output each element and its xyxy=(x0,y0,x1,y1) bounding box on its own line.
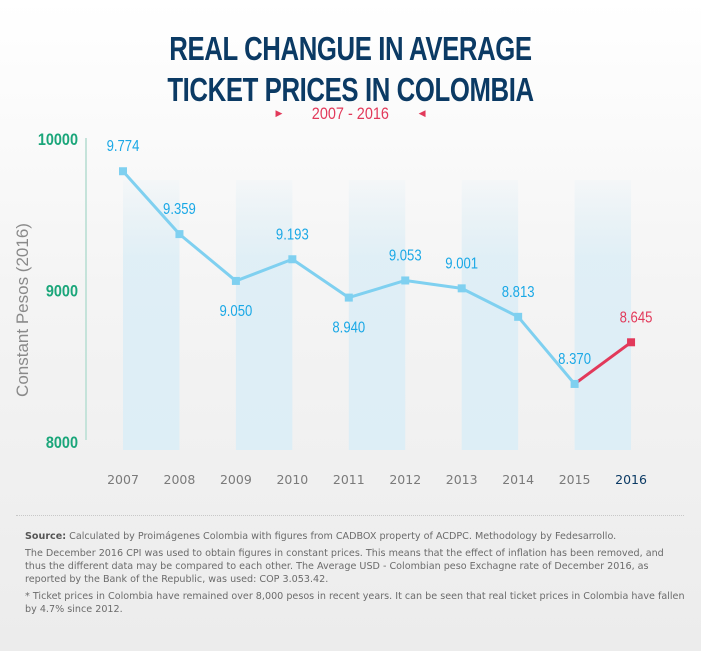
x-tick-labels: 2007 2008 2009 2010 2011 2012 2013 2014 2015 2016 xyxy=(107,472,647,487)
data-point xyxy=(344,293,353,302)
y-tick-label: 10000 xyxy=(38,131,78,149)
footer-divider xyxy=(16,515,684,516)
data-labels: 9.774 9.359 9.050 9.193 8.940 9.053 9.001 8.813… xyxy=(107,138,653,368)
background-band xyxy=(123,180,180,450)
source-text: Calculated by Proimágenes Colombia with … xyxy=(66,531,617,542)
x-tick-label: 2010 xyxy=(276,472,308,487)
subtitle-years: 2007 - 2016 xyxy=(311,104,390,123)
background-bands xyxy=(123,180,632,450)
x-tick-label: 2007 xyxy=(107,472,139,487)
data-label: 9.053 xyxy=(389,247,422,264)
chart-title-line-2: TICKET PRICES IN COLOMBIA xyxy=(167,71,534,108)
data-label: 9.050 xyxy=(219,303,252,320)
data-label: 9.359 xyxy=(163,201,196,218)
summary-note: * Ticket prices in Colombia have remaine… xyxy=(25,591,685,615)
background-band xyxy=(348,180,406,450)
data-label: 8.813 xyxy=(502,284,535,301)
x-tick-label: 2013 xyxy=(446,472,478,487)
data-point xyxy=(401,276,410,285)
y-axis-title: Constant Pesos (2016) xyxy=(13,223,32,397)
data-point xyxy=(175,230,184,239)
chart-title: REAL CHANGUE IN AVERAGE TICKET PRICES IN… xyxy=(77,28,624,110)
data-point xyxy=(570,379,579,388)
x-tick-label: 2014 xyxy=(502,472,534,487)
x-tick-label: 2016 xyxy=(615,472,647,487)
data-points xyxy=(119,167,636,388)
data-point xyxy=(288,255,297,264)
data-point xyxy=(231,276,240,285)
y-tick-labels: 8000 9000 10000 xyxy=(38,131,78,452)
right-pointing-triangle-icon: ▶ xyxy=(275,108,283,118)
y-tick-label: 8000 xyxy=(46,434,78,452)
x-tick-label: 2015 xyxy=(559,472,591,487)
chart-subtitle: ▶ 2007 - 2016 ◀ xyxy=(0,104,701,124)
data-point xyxy=(627,338,636,347)
data-label: 8.370 xyxy=(558,351,591,368)
data-label: 9.001 xyxy=(445,255,478,272)
background-band xyxy=(574,180,632,450)
data-label: 8.940 xyxy=(332,319,365,336)
data-point xyxy=(457,284,466,293)
data-point xyxy=(119,167,127,176)
source-label: Source: xyxy=(25,531,67,542)
chart-title-line-1: REAL CHANGUE IN AVERAGE xyxy=(169,30,532,67)
background-band xyxy=(461,180,519,450)
background-band xyxy=(235,180,293,450)
x-tick-label: 2009 xyxy=(220,472,252,487)
data-label: 9.774 xyxy=(107,138,140,155)
y-tick-label: 9000 xyxy=(46,282,78,300)
left-pointing-triangle-icon: ◀ xyxy=(418,108,426,118)
line-chart: 8000 9000 10000 Constant Pesos (2016) 9.77… xyxy=(13,131,653,487)
data-point xyxy=(514,312,523,321)
data-label: 8.645 xyxy=(620,309,653,326)
x-tick-label: 2008 xyxy=(164,472,196,487)
data-label: 9.193 xyxy=(276,226,309,243)
source-note: Source: Calculated by Proimágenes Colomb… xyxy=(25,530,685,543)
x-tick-label: 2011 xyxy=(333,472,365,487)
methodology-note: The December 2016 CPI was used to obtain… xyxy=(25,548,664,585)
highlight-line-segment xyxy=(573,341,632,386)
footer-notes: Source: Calculated by Proimágenes Colomb… xyxy=(25,530,685,620)
x-tick-label: 2012 xyxy=(389,472,421,487)
